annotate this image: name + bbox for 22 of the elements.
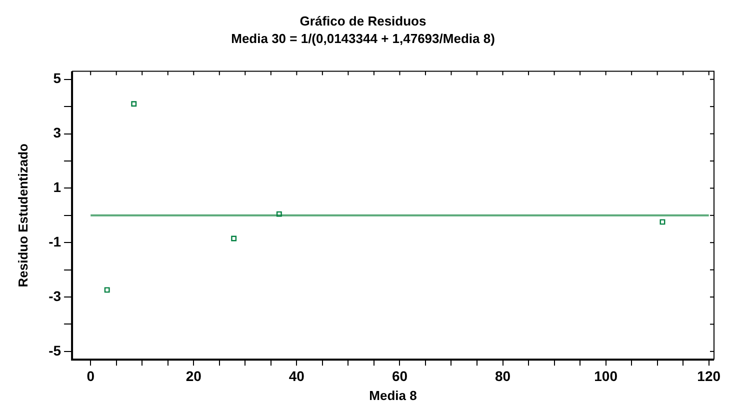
x-tick-label: 40 xyxy=(288,368,305,384)
chart-title: Gráfico de Residuos xyxy=(300,13,426,28)
x-tick-label: 120 xyxy=(697,368,721,384)
y-axis-title: Residuo Estudentizado xyxy=(15,143,30,288)
y-tick-label: 5 xyxy=(53,70,62,86)
x-tick-label: 100 xyxy=(594,368,618,384)
x-tick-label: 60 xyxy=(392,368,408,384)
point xyxy=(276,211,282,217)
y-tick-label: 3 xyxy=(53,124,62,141)
y-tick-label: -3 xyxy=(48,288,62,304)
point xyxy=(131,101,137,107)
point xyxy=(231,236,237,242)
x-axis-title: Media 8 xyxy=(369,388,417,403)
x-tick-label: 20 xyxy=(186,368,202,384)
chart-subtitle: Media 30 = 1/(0,0143344 + 1,47693/Media 8) xyxy=(231,30,495,46)
y-tick-label: -5 xyxy=(48,342,62,358)
point xyxy=(660,219,666,225)
x-tick-label: 80 xyxy=(494,368,511,384)
point xyxy=(104,287,110,293)
y-tick-label: 1 xyxy=(53,179,62,196)
x-tick-label: 0 xyxy=(86,368,95,384)
y-tick-label: -1 xyxy=(48,233,62,250)
